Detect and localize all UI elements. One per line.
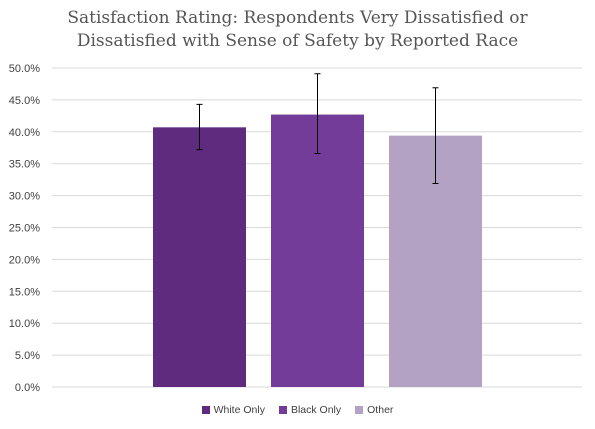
y-tick-label: 45.0% xyxy=(9,95,40,107)
y-tick-label: 50.0% xyxy=(9,63,40,75)
y-tick-label: 10.0% xyxy=(9,318,40,330)
legend-item-black-only: Black Only xyxy=(278,404,342,416)
chart-title-line-1: Satisfaction Rating: Respondents Very Di… xyxy=(67,8,528,28)
legend-label: Other xyxy=(367,404,394,416)
y-tick-label: 0.0% xyxy=(15,382,40,394)
y-tick-label: 20.0% xyxy=(9,254,40,266)
legend-swatch xyxy=(201,406,210,414)
y-tick-label: 15.0% xyxy=(9,286,40,298)
chart-title-line-2: Dissatisfied with Sense of Safety by Rep… xyxy=(76,31,519,51)
bar xyxy=(153,127,246,388)
legend-label: Black Only xyxy=(290,404,342,416)
y-tick-label: 30.0% xyxy=(9,191,40,203)
chart-legend: White Only Black Only Other xyxy=(0,404,595,416)
legend-item-other: Other xyxy=(355,404,393,416)
y-tick-label: 40.0% xyxy=(9,127,40,139)
legend-swatch xyxy=(355,406,364,414)
legend-label: White Only xyxy=(213,404,265,416)
legend-swatch xyxy=(278,406,287,414)
y-tick-label: 5.0% xyxy=(15,350,40,362)
y-tick-label: 35.0% xyxy=(9,159,40,171)
bar xyxy=(271,114,364,387)
legend-item-white-only: White Only xyxy=(201,404,265,416)
y-tick-label: 25.0% xyxy=(9,223,40,235)
